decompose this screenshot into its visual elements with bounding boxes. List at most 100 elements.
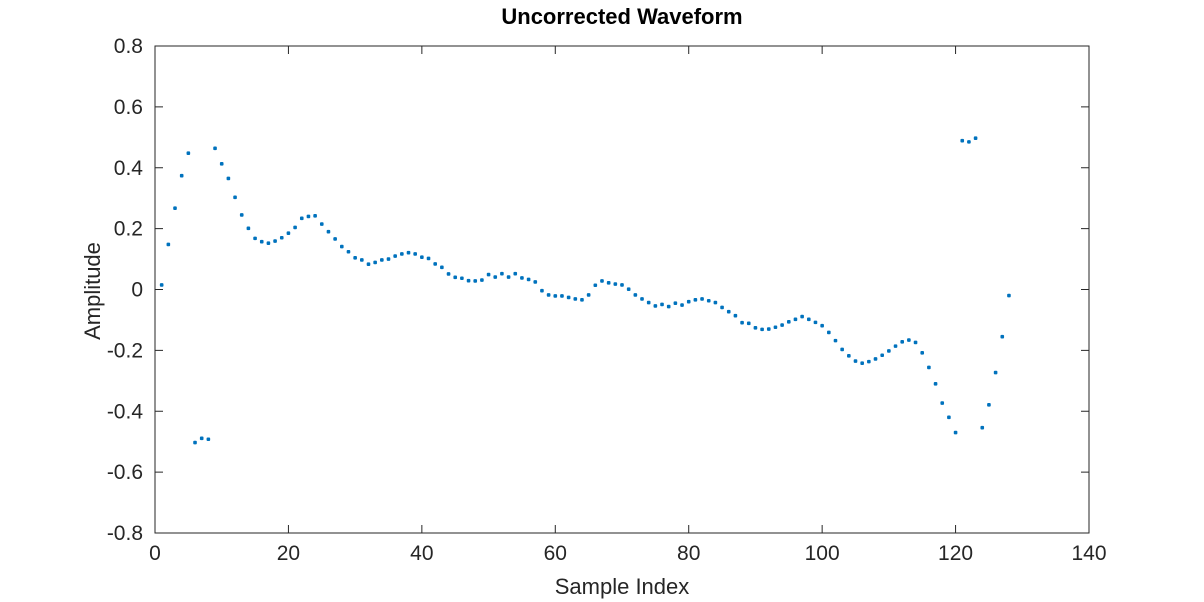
data-point: [206, 437, 211, 442]
data-point: [406, 250, 411, 255]
data-point: [400, 252, 404, 256]
data-point: [746, 321, 751, 326]
data-point: [346, 249, 351, 254]
data-point: [159, 283, 164, 287]
data-point: [840, 347, 844, 352]
data-point: [266, 241, 271, 246]
y-tick-label: 0: [131, 279, 143, 302]
data-point: [933, 382, 938, 386]
data-point: [973, 136, 978, 141]
data-point: [513, 271, 518, 276]
data-point: [279, 235, 284, 240]
data-point: [179, 173, 184, 178]
data-point: [520, 276, 524, 280]
data-point: [987, 403, 991, 407]
data-point: [386, 257, 391, 261]
data-point: [813, 320, 818, 325]
data-point: [440, 265, 444, 270]
data-point: [413, 252, 417, 256]
data-point: [593, 283, 598, 288]
x-tick-label: 100: [805, 542, 840, 565]
data-point: [226, 176, 231, 181]
data-point: [273, 239, 277, 243]
data-point: [853, 359, 858, 363]
data-point: [553, 294, 558, 298]
data-point: [947, 415, 951, 420]
data-point: [733, 313, 738, 318]
data-point: [753, 326, 758, 330]
y-axis-label: Amplitude: [80, 242, 105, 340]
data-point: [366, 262, 371, 267]
data-point: [600, 279, 604, 283]
data-point: [446, 272, 451, 276]
data-point: [673, 301, 678, 305]
data-point: [686, 299, 691, 304]
y-tick-label: -0.4: [107, 400, 144, 423]
data-point: [793, 317, 798, 322]
data-point: [900, 340, 904, 344]
data-point: [833, 338, 838, 343]
data-point: [786, 319, 791, 324]
data-point: [573, 297, 578, 301]
data-point: [239, 213, 244, 217]
data-point: [1000, 334, 1005, 339]
data-point: [820, 323, 824, 328]
y-tick-label: 0.4: [114, 157, 144, 180]
data-point: [219, 161, 224, 166]
data-point: [760, 327, 764, 332]
data-point: [393, 254, 397, 258]
data-point: [526, 277, 531, 282]
data-point: [580, 298, 584, 302]
data-point: [680, 303, 684, 307]
data-point: [953, 430, 958, 435]
data-point: [173, 206, 177, 211]
data-point: [233, 195, 237, 200]
plot-box: [154, 45, 1090, 534]
data-point: [940, 401, 945, 405]
data-point: [620, 283, 624, 287]
data-point: [500, 271, 504, 276]
data-point: [860, 361, 864, 365]
data-point: [506, 275, 511, 279]
data-point: [199, 436, 204, 441]
data-point: [306, 214, 311, 219]
data-point: [646, 300, 651, 305]
data-point: [867, 359, 871, 364]
data-point: [166, 242, 171, 247]
data-point: [993, 370, 998, 375]
data-point: [907, 338, 911, 342]
data-point: [960, 138, 965, 143]
data-point: [887, 349, 891, 353]
data-point: [420, 255, 424, 260]
data-point: [299, 216, 304, 221]
data-point: [1007, 293, 1011, 298]
data-point: [980, 425, 985, 430]
x-tick-label: 120: [938, 542, 973, 565]
data-point: [453, 275, 458, 280]
data-point: [586, 293, 591, 297]
y-tick-label: -0.6: [107, 461, 143, 484]
data-point: [773, 325, 778, 330]
data-point: [560, 294, 564, 298]
data-point: [473, 279, 478, 283]
data-point: [186, 151, 191, 155]
data-point: [493, 275, 498, 279]
data-point: [193, 440, 197, 445]
data-point: [713, 300, 718, 305]
y-tick-label: -0.8: [107, 522, 143, 545]
data-point: [640, 297, 644, 301]
data-point: [246, 226, 251, 231]
data-point: [920, 351, 925, 355]
data-point: [360, 258, 364, 262]
data-point: [633, 293, 638, 297]
data-point: [653, 304, 658, 308]
y-tick-label: -0.2: [107, 339, 143, 362]
x-axis-label: Sample Index: [554, 574, 690, 599]
data-point: [927, 365, 931, 370]
data-point: [426, 256, 431, 261]
data-point: [466, 278, 471, 283]
data-point: [333, 237, 337, 241]
x-tick-label: 140: [1071, 542, 1106, 565]
data-point: [693, 298, 698, 302]
data-point: [740, 320, 744, 325]
